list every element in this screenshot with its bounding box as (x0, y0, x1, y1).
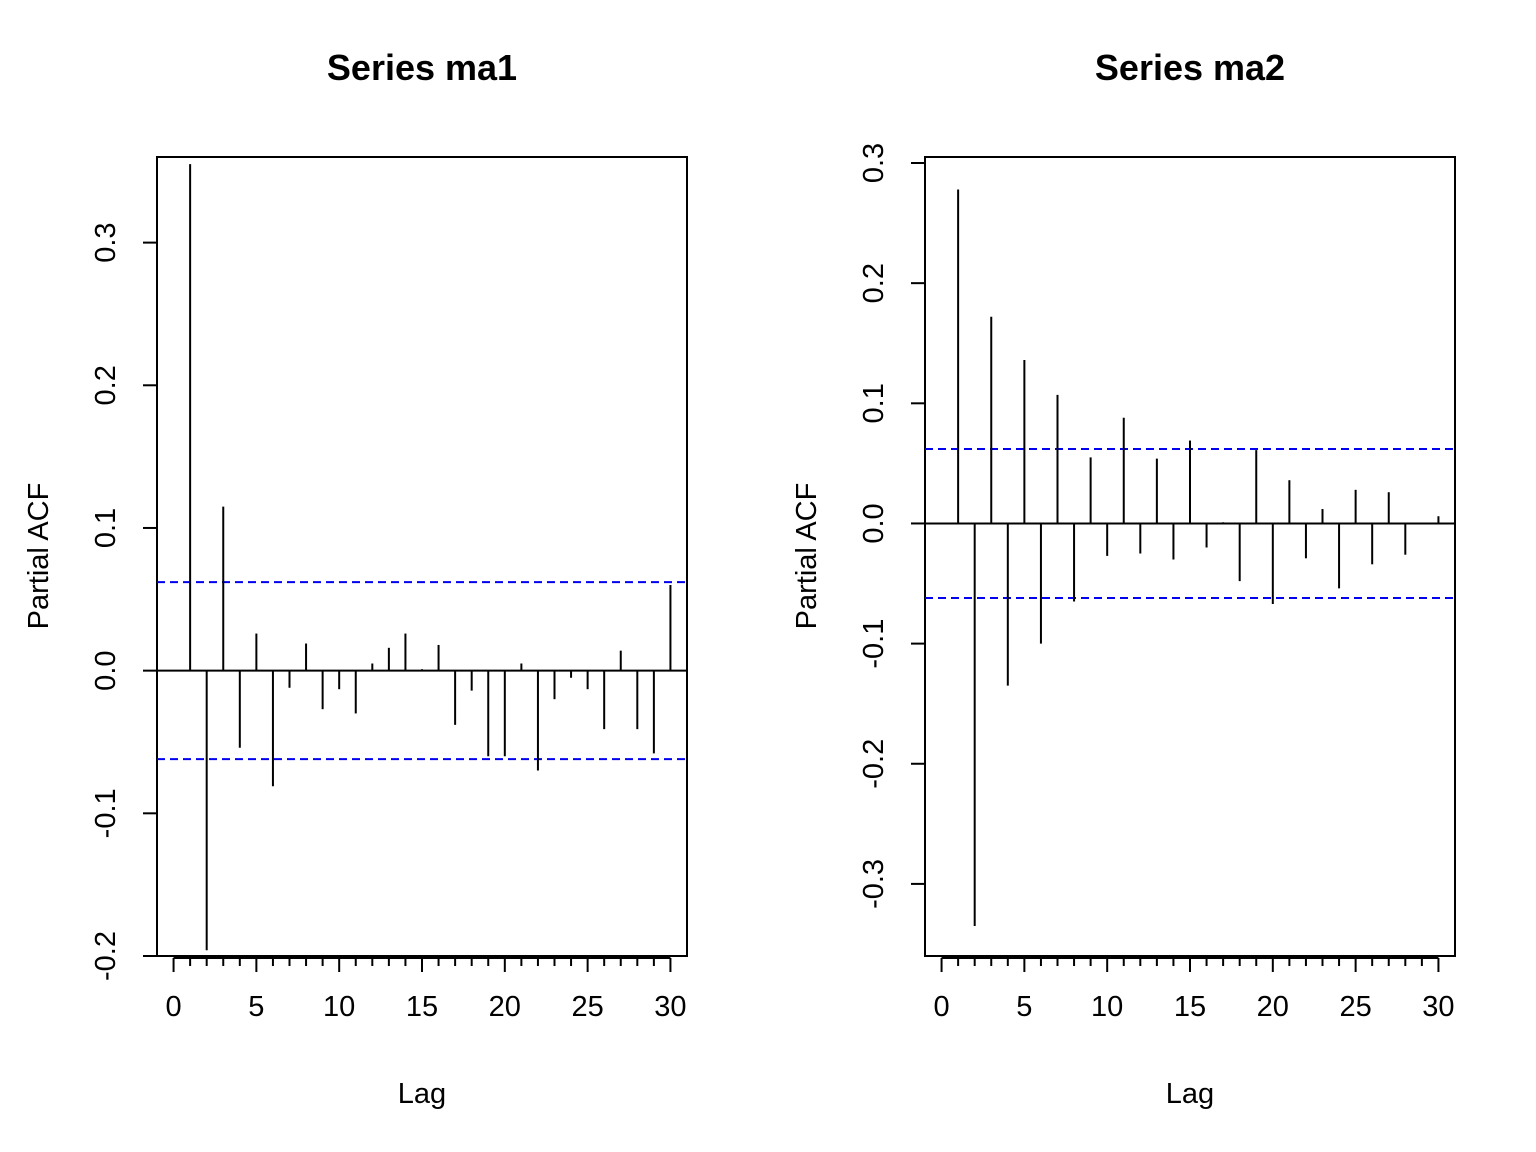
y-tick-label: 0.2 (858, 263, 890, 303)
panel-ma2: Series ma2 Lag Partial ACF 0 5 10 15 20 25 30 -… (791, 47, 1456, 1110)
x-axis-label: Lag (398, 1078, 446, 1110)
y-tick-label: 0.1 (858, 383, 890, 423)
x-tick-label: 25 (1339, 991, 1371, 1023)
panel-ma1: Series ma1 Lag Partial ACF 0 5 10 15 20 25 30 -… (23, 47, 688, 1110)
y-tick-label: -0.2 (858, 739, 890, 789)
x-tick-label: 0 (933, 991, 949, 1023)
plot-frame (924, 156, 1456, 957)
x-tick-label: 5 (1016, 991, 1032, 1023)
x-tick-label: 25 (571, 991, 603, 1023)
y-tick-label: 0.0 (858, 503, 890, 543)
chart-marks: 0 5 10 15 20 25 30 -0.3 -0.2 -0.1 0.0 0.1 0.2 0.3 (858, 143, 1455, 1023)
y-tick-label: 0.1 (90, 508, 122, 548)
y-tick-label: -0.1 (858, 619, 890, 669)
x-tick-label: 15 (406, 991, 438, 1023)
x-tick-label: 15 (1174, 991, 1206, 1023)
x-tick-label: 0 (165, 991, 181, 1023)
x-tick-label: 10 (323, 991, 355, 1023)
y-axis-label: Partial ACF (23, 483, 55, 630)
y-tick-label: 0.2 (90, 365, 122, 405)
panel-title: Series ma1 (327, 47, 517, 88)
x-tick-label: 20 (1257, 991, 1289, 1023)
x-tick-label: 20 (489, 991, 521, 1023)
y-axis-label: Partial ACF (791, 483, 823, 630)
y-tick-label: 0.0 (90, 650, 122, 690)
panel-title: Series ma2 (1095, 47, 1285, 88)
x-tick-label: 30 (1422, 991, 1454, 1023)
x-axis-label: Lag (1166, 1078, 1214, 1110)
x-tick-label: 30 (654, 991, 686, 1023)
plot-frame (156, 156, 688, 957)
x-tick-label: 5 (248, 991, 264, 1023)
y-tick-label: -0.2 (90, 931, 122, 981)
y-tick-label: -0.1 (90, 788, 122, 838)
y-tick-label: 0.3 (858, 143, 890, 183)
y-tick-label: 0.3 (90, 222, 122, 262)
x-tick-label: 10 (1091, 991, 1123, 1023)
y-tick-label: -0.3 (858, 859, 890, 909)
chart-marks: 0 5 10 15 20 25 30 -0.2 -0.1 0.0 0.1 0.2 0.3 (90, 164, 687, 1023)
